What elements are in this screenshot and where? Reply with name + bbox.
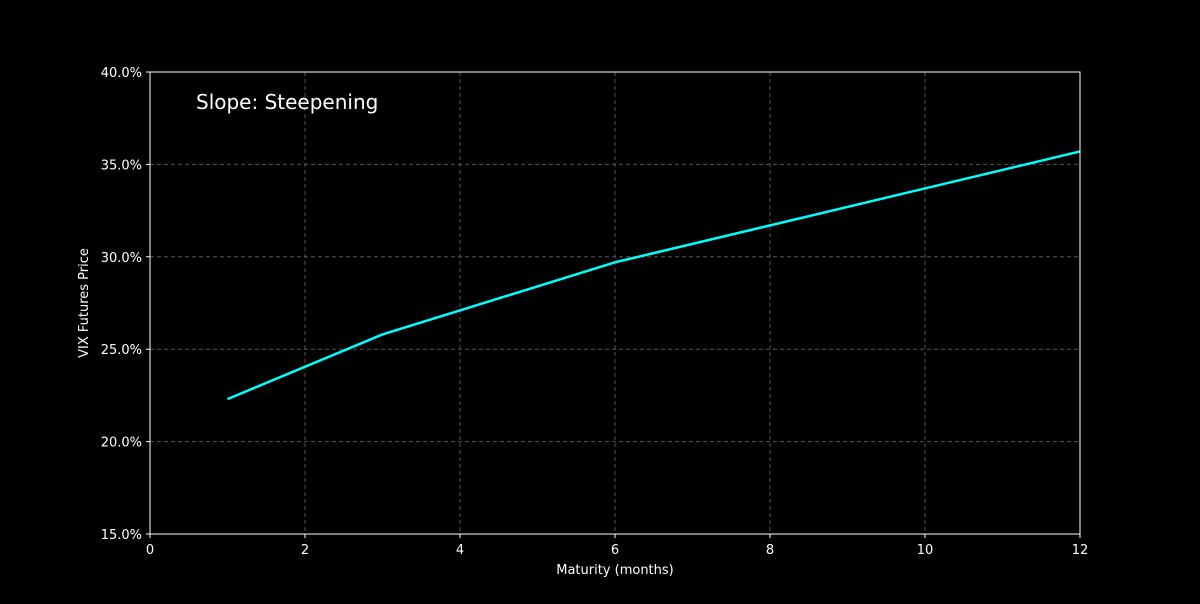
slope-annotation: Slope: Steepening <box>196 90 378 114</box>
x-tick-label: 10 <box>917 543 934 558</box>
ticks: 0 2 4 6 8 10 12 15.0% 20.0% 25.0% 30.0% 35.0% 40.0% <box>101 66 1089 558</box>
series-layer <box>227 151 1080 399</box>
x-axis-label: Maturity (months) <box>556 563 674 578</box>
x-tick-label: 8 <box>766 543 774 558</box>
x-tick-label: 2 <box>301 543 309 558</box>
y-tick-label: 30.0% <box>101 251 142 266</box>
x-tick-label: 12 <box>1072 543 1089 558</box>
x-tick-label: 6 <box>611 543 619 558</box>
y-tick-label: 25.0% <box>101 343 142 358</box>
y-tick-label: 15.0% <box>101 528 142 543</box>
y-axis-label: VIX Futures Price <box>77 248 92 358</box>
term-structure-line <box>228 151 1081 399</box>
grid <box>150 72 1080 534</box>
x-tick-label: 4 <box>456 543 464 558</box>
x-tick-label: 0 <box>146 543 154 558</box>
y-tick-label: 35.0% <box>101 158 142 173</box>
y-tick-label: 40.0% <box>101 66 142 81</box>
y-tick-label: 20.0% <box>101 436 142 451</box>
